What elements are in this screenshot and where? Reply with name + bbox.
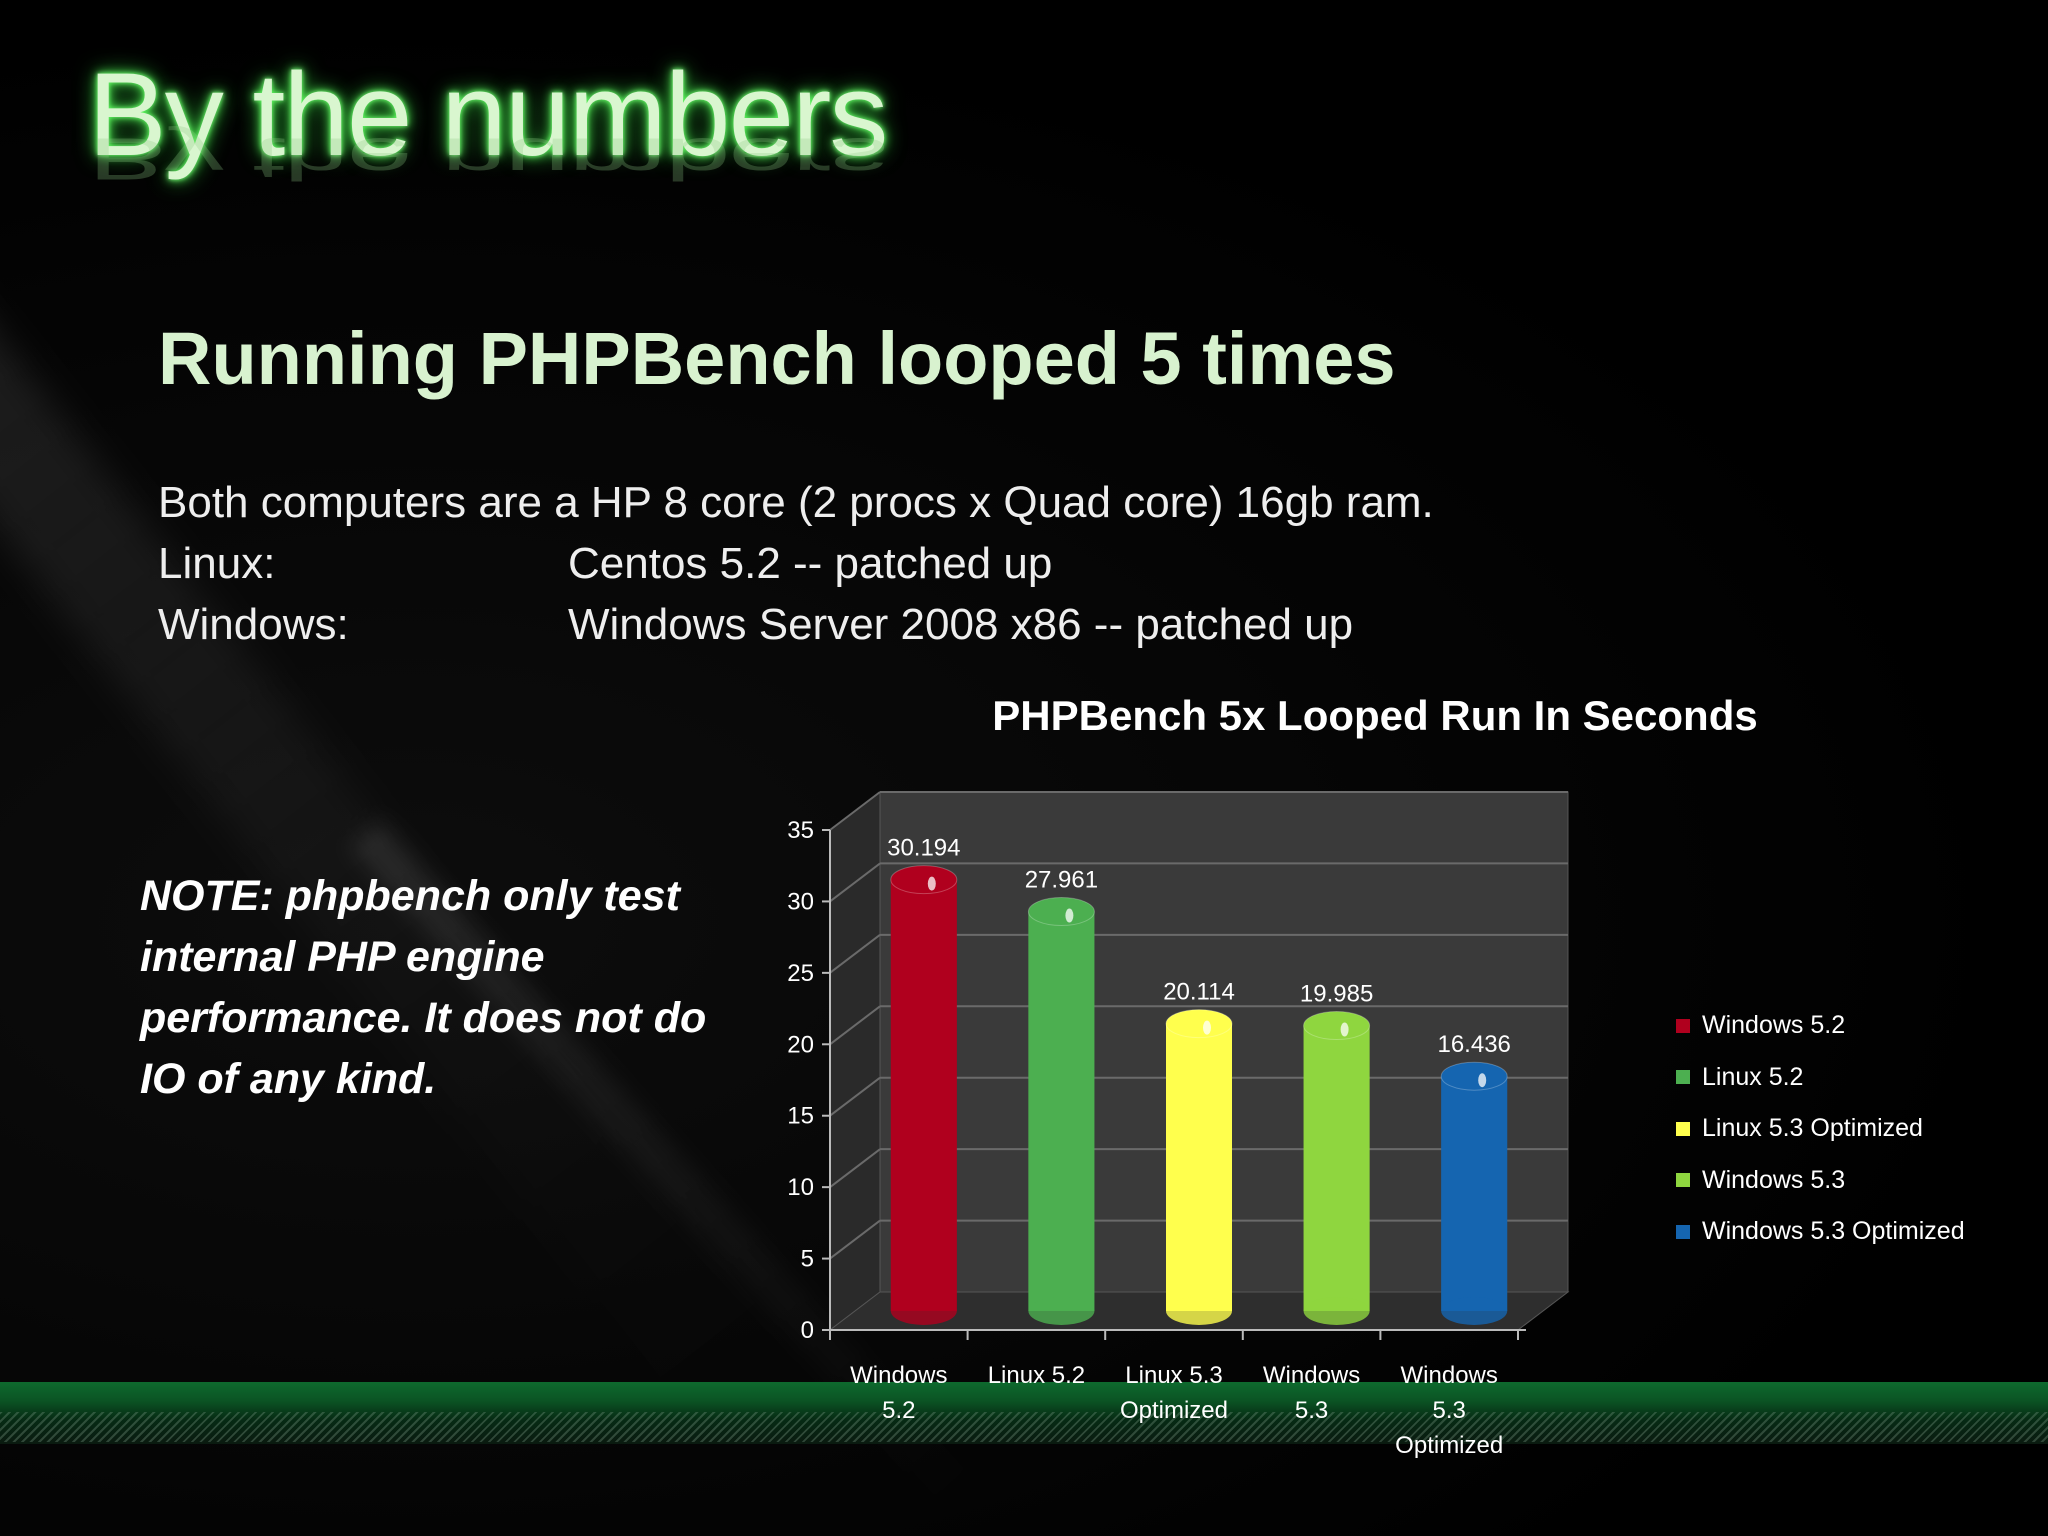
x-tick-label: 5.2 [882,1397,915,1424]
info-label: Linux: [158,539,276,588]
legend-swatch [1676,1173,1690,1188]
gridline-side [829,791,881,831]
bar-highlight [1478,1073,1487,1088]
chart-title: PHPBench 5x Looped Run In Seconds [992,692,1758,739]
info-row: Windows: Windows Server 2008 x86 -- patc… [158,594,1434,655]
bar-base [1303,1297,1370,1325]
y-tick-label: 15 [787,1103,814,1130]
bar-shade [890,879,957,1311]
bar-value-label: 19.985 [1300,981,1373,1008]
bar-value-label: 30.194 [887,835,960,862]
legend-item: Windows 5.2 [1676,1000,1965,1052]
gridline-side [829,1148,881,1188]
x-tick-label: 5.3 [1433,1397,1466,1424]
legend-item: Linux 5.2 [1676,1052,1965,1104]
info-text: Both computers are a HP 8 core (2 procs … [158,478,1434,527]
y-tick-label: 35 [787,817,814,844]
gridline-side [829,862,881,903]
chart-legend: Windows 5.2 Linux 5.2 Linux 5.3 Optimized W… [1676,1000,1965,1258]
bar-base [1028,1297,1095,1325]
x-tick-label: Windows [1401,1362,1498,1389]
x-tick-label: Windows [1263,1362,1360,1389]
gridline-side [829,934,881,974]
legend-swatch [1676,1121,1690,1136]
legend-item: Windows 5.3 [1676,1155,1965,1207]
y-tick-label: 25 [787,960,814,987]
x-tick-label: Linux 5.2 [988,1362,1085,1389]
gridline-side [829,1076,881,1117]
y-tick-label: 20 [787,1031,814,1058]
bar-top [1303,1011,1371,1040]
y-tick-label: 0 [801,1317,814,1344]
slide-subtitle: Running PHPBench looped 5 times [158,317,1396,400]
slide-title-reflection: By the numbers [88,125,887,192]
footer-stripe [0,1382,2048,1444]
bar-value-label: 27.961 [1025,867,1098,894]
slide-title: By the numbers [88,49,888,181]
y-tick-label: 5 [801,1246,814,1273]
gridline-side [829,1005,881,1046]
bar-shade [1028,911,1095,1311]
y-tick-label: 10 [787,1174,814,1201]
bar-shade [1441,1076,1508,1311]
bar-highlight [1340,1022,1349,1037]
y-tick-label: 30 [787,888,814,915]
bar-highlight [1203,1020,1211,1035]
bar-base [1166,1297,1232,1325]
bar-shade [1303,1025,1370,1311]
bar-top [1440,1061,1508,1091]
bar-base [1441,1297,1508,1325]
legend-item: Windows 5.3 Optimized [1676,1206,1965,1258]
legend-label: Windows 5.3 Optimized [1702,1217,1965,1246]
bar-top [1027,897,1095,927]
bar-value-label: 16.436 [1437,1031,1510,1058]
info-label: Windows: [158,600,349,649]
bar-top [890,865,958,895]
legend-label: Windows 5.2 [1702,1011,1846,1040]
legend-label: Linux 5.3 Optimized [1702,1114,1923,1143]
info-value: Centos 5.2 -- patched up [568,539,1053,588]
info-row: Both computers are a HP 8 core (2 procs … [158,472,1434,533]
bar-top [1165,1009,1233,1039]
legend-label: Windows 5.3 [1702,1165,1846,1194]
bar-base [890,1297,957,1325]
hardware-info: Both computers are a HP 8 core (2 procs … [158,472,1434,655]
note-text: NOTE: phpbench only test internal PHP en… [140,872,707,1103]
x-tick-label: Optimized [1395,1432,1503,1459]
legend-label: Linux 5.2 [1702,1062,1804,1091]
legend-swatch [1676,1070,1690,1085]
bar-highlight [927,876,936,891]
gridline-side [829,1219,881,1260]
info-row: Linux: Centos 5.2 -- patched up [158,533,1434,594]
legend-swatch [1676,1224,1690,1239]
legend-item: Linux 5.3 Optimized [1676,1103,1965,1155]
info-value: Windows Server 2008 x86 -- patched up [568,600,1354,649]
footer-hatch [0,1412,2048,1442]
x-tick-label: Optimized [1120,1397,1228,1424]
chart-side-wall [829,790,881,1332]
bar-chart: 0 5 10 15 20 25 30 35 30.194 27.961 20.114 19.985 16… [787,790,1570,1459]
x-tick-label: Windows [850,1362,947,1389]
x-tick-label: 5.3 [1295,1397,1328,1424]
bar-highlight [1065,908,1074,923]
bar-shade [1166,1023,1232,1311]
legend-swatch [1676,1018,1690,1033]
bar-value-label: 20.114 [1163,979,1235,1006]
x-tick-label: Linux 5.3 [1125,1362,1222,1389]
